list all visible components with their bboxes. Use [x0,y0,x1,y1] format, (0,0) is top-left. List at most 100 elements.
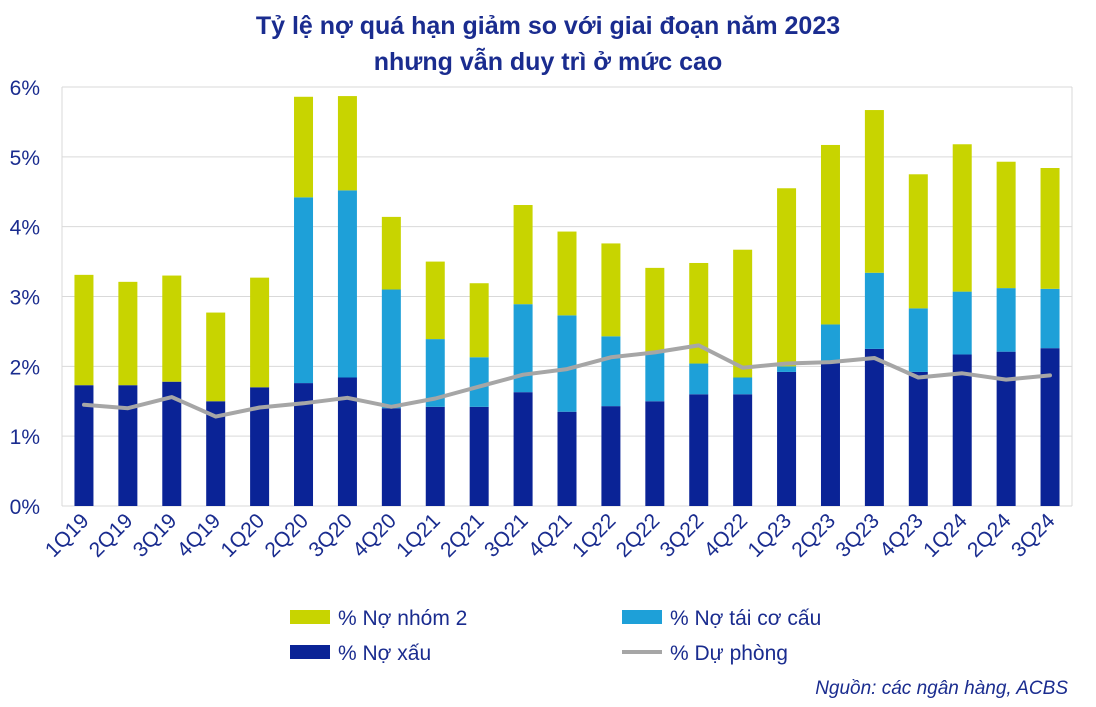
bar-segment [74,274,94,386]
bar-segment [381,408,401,506]
x-tick-label: 3Q24 [1007,509,1060,562]
bar-segment [118,281,138,386]
chart-title-block: Tỷ lệ nợ quá hạn giảm so với giai đoạn n… [0,8,1096,80]
x-tick-label: 2Q24 [963,509,1016,562]
bar-segment [469,357,489,407]
legend-label: % Nợ tái cơ cấu [670,607,821,630]
bar-segment [250,277,270,388]
x-tick-label: 1Q23 [744,509,797,562]
bar-segment [645,351,665,402]
legend-swatch [622,610,662,624]
y-tick-label: 5% [10,147,40,170]
bar-segment [996,288,1016,352]
x-tick-label: 3Q23 [831,509,884,562]
bar-segment [952,144,972,292]
bar-segment [908,174,928,309]
bar-segment [820,362,840,506]
x-tick-label: 3Q20 [304,509,357,562]
bar-segment [294,197,314,384]
x-tick-label: 1Q19 [41,509,94,562]
bar-segment [996,161,1016,289]
bar-segment [469,406,489,506]
y-tick-label: 3% [10,287,40,310]
bar-segment [820,144,840,325]
y-tick-label: 2% [10,356,40,379]
x-tick-label: 1Q20 [217,509,270,562]
bar-segment [1040,168,1060,289]
bar-segment [1040,348,1060,506]
bar-segment [777,366,797,372]
bar-segment [337,190,357,378]
x-tick-label: 2Q23 [787,509,840,562]
y-tick-label: 1% [10,426,40,449]
bar-segment [425,406,445,506]
bar-segment [381,216,401,290]
bar-segment [469,283,489,358]
bar-segment [162,381,182,506]
x-tick-label: 4Q22 [700,509,753,562]
x-tick-label: 2Q21 [436,509,489,562]
bar-segment [381,289,401,409]
legend-label: % Nợ nhóm 2 [338,607,467,630]
bar-segment [1040,288,1060,349]
bar-segment [337,96,357,191]
bar-segment [689,394,709,506]
x-tick-label: 2Q19 [85,509,138,562]
bar-segment [557,231,577,316]
x-tick-label: 4Q19 [173,509,226,562]
bar-segment [645,401,665,506]
bar-segment [557,315,577,412]
x-tick-label: 3Q19 [129,509,182,562]
x-tick-label: 1Q21 [392,509,445,562]
bar-segment [425,339,445,407]
y-tick-label: 0% [10,496,40,519]
bar-segment [557,411,577,506]
bar-segment [206,401,226,506]
x-tick-label: 1Q24 [919,509,972,562]
bar-segment [294,383,314,506]
bar-segment [294,96,314,198]
x-tick-label: 4Q20 [348,509,401,562]
bar-segment [777,371,797,506]
bar-segment [777,188,797,367]
bar-segment [513,304,533,393]
bar-segment [601,336,621,407]
bar-segment [601,406,621,506]
bar-segment [952,354,972,506]
y-tick-label: 6% [10,77,40,100]
x-tick-label: 1Q22 [568,509,621,562]
bar-segment [337,377,357,506]
legend-label: % Dự phòng [670,642,788,665]
bar-segment [425,261,445,340]
bar-segment [996,351,1016,506]
bar-segment [513,205,533,305]
bar-segment [864,272,884,349]
x-tick-label: 2Q22 [612,509,665,562]
bar-segment [601,243,621,337]
bar-segment [908,308,928,372]
bar-segment [689,262,709,364]
x-tick-label: 2Q20 [260,509,313,562]
bar-segment [206,312,226,402]
x-tick-label: 3Q22 [656,509,709,562]
chart-title: Tỷ lệ nợ quá hạn giảm so với giai đoạn n… [255,12,841,40]
bar-segment [820,324,840,363]
bar-segment [162,275,182,382]
bar-segment [864,110,884,273]
bar-segment [74,385,94,506]
bar-segment [250,387,270,506]
source-note: Nguồn: các ngân hàng, ACBS [815,678,1068,699]
bar-segment [689,363,709,395]
bar-segment [733,377,753,395]
x-tick-label: 3Q21 [480,509,533,562]
legend-label: % Nợ xấu [338,642,431,665]
bar-segment [908,371,928,506]
chart-subtitle: nhưng vẫn duy trì ở mức cao [373,48,723,76]
bar-segment [118,385,138,506]
bar-segment [513,392,533,506]
y-tick-label: 4% [10,217,40,240]
bar-segment [952,291,972,355]
bar-segment [645,267,665,352]
bar-segment [733,394,753,506]
